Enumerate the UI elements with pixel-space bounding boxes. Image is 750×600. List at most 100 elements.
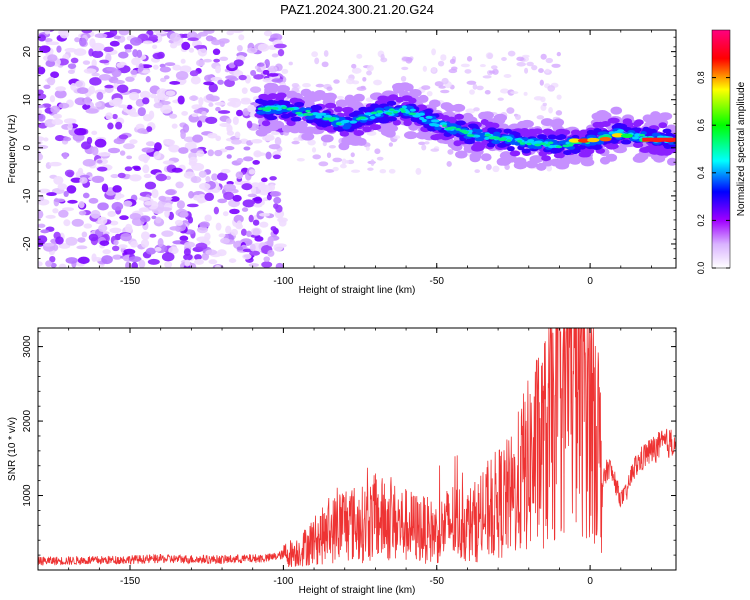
spectrogram-noise-blob — [263, 30, 273, 37]
spectrogram-noise-blob — [74, 97, 87, 106]
spectrogram-noise-blob — [250, 139, 263, 144]
spectrogram-ridge-blob — [280, 113, 291, 119]
spectrogram-noise-blob — [165, 189, 176, 196]
spectrogram-noise-blob — [187, 216, 194, 224]
spectrogram-ridge-blob — [301, 132, 315, 141]
spectrogram-faint-blob — [500, 88, 510, 94]
spectrogram-ridge-blob — [655, 149, 668, 156]
spectrogram-faint-blob — [506, 107, 515, 114]
spectrogram-noise-blob — [175, 181, 184, 189]
spectrogram-ridge-blob — [592, 121, 602, 128]
spectrogram-noise-blob — [153, 96, 161, 104]
spectrogram-ridge-blob — [369, 124, 382, 131]
spectrogram-ridge-blob — [370, 111, 378, 115]
spectrogram-noise-blob — [160, 77, 167, 83]
spectrogram-noise-blob — [56, 45, 62, 53]
spectrogram-noise-blob — [52, 208, 59, 214]
spectrogram-faint-blob — [466, 80, 477, 85]
spectrogram-faint-blob — [318, 161, 329, 167]
spectrogram-noise-blob — [195, 242, 208, 250]
spectrogram-faint-blob — [469, 89, 475, 95]
spectrogram-noise-blob — [96, 166, 108, 172]
spectrogram-noise-blob — [38, 66, 46, 75]
spectrogram-ridge-blob — [507, 146, 515, 152]
spectrogram-faint-blob — [516, 62, 526, 67]
spectrogram-noise-blob — [198, 182, 211, 190]
spectrogram-faint-blob — [376, 156, 384, 161]
spectrogram-noise-blob — [259, 221, 269, 228]
spectrogram-noise-blob — [57, 183, 68, 191]
spectrogram-noise-blob — [235, 171, 244, 180]
spectrogram-noise-blob — [58, 209, 69, 218]
spectrogram-noise-blob — [96, 91, 104, 101]
spectrogram-ridge-blob — [263, 82, 278, 91]
spectrogram-noise-blob — [47, 41, 60, 46]
spectrogram-noise-blob — [236, 246, 244, 251]
spectrogram-noise-blob — [148, 34, 158, 40]
spectrogram-noise-blob — [161, 30, 173, 32]
spectrogram-noise-blob — [138, 259, 146, 268]
spectrogram-faint-blob — [440, 54, 447, 61]
spectrogram-noise-blob — [145, 141, 156, 147]
chart-title: PAZ1.2024.300.21.20.G24 — [280, 2, 434, 17]
spectrogram-noise-blob — [130, 37, 142, 46]
spectrogram-ridge-blob — [353, 122, 363, 128]
spectrogram-noise-blob — [147, 258, 160, 265]
spectrogram-faint-blob — [545, 57, 554, 64]
spectrogram-ridge-blob — [607, 117, 620, 124]
spectrogram-noise-blob — [48, 161, 62, 167]
spectrogram-noise-blob — [169, 113, 178, 119]
spectrogram-noise-blob — [248, 263, 259, 268]
spectrogram-x-tick-label: -150 — [120, 276, 140, 287]
spectrogram-noise-blob — [142, 164, 150, 174]
spectrogram-noise-blob — [180, 58, 186, 64]
spectrogram-ridge-blob — [474, 137, 485, 142]
spectrogram-ridge-blob — [517, 139, 523, 143]
spectrogram-noise-blob — [223, 191, 235, 201]
spectrogram-noise-blob — [101, 183, 109, 193]
spectrogram-noise-blob — [74, 37, 81, 43]
spectrogram-noise-blob — [160, 104, 173, 114]
spectrogram-faint-blob — [421, 85, 431, 91]
spectrogram-ridge-blob — [353, 129, 365, 136]
spectrogram-ridge-blob — [622, 118, 633, 125]
spectrogram-ridge-blob — [632, 154, 646, 163]
spectrogram-faint-blob — [326, 86, 333, 91]
spectrogram-faint-blob — [526, 61, 534, 67]
spectrogram-y-tick-label: 10 — [22, 94, 33, 106]
spectrogram-noise-blob — [64, 47, 77, 53]
spectrogram-ridge-blob — [555, 145, 563, 149]
spectrogram-noise-blob — [214, 101, 226, 106]
spectrogram-ridge-blob — [480, 119, 489, 126]
snr-y-tick-label: 1000 — [22, 484, 33, 507]
spectrogram-noise-blob — [208, 102, 214, 107]
spectrogram-noise-blob — [194, 254, 202, 261]
spectrogram-noise-blob — [268, 183, 276, 192]
spectrogram-noise-blob — [267, 249, 275, 257]
spectrogram-noise-blob — [203, 58, 212, 63]
spectrogram-noise-blob — [171, 123, 178, 129]
spectrogram-ridge-blob — [486, 142, 496, 148]
spectrogram-faint-blob — [523, 91, 528, 96]
spectrogram-noise-blob — [77, 237, 86, 243]
spectrogram-noise-blob — [225, 118, 232, 124]
spectrogram-ridge-blob — [582, 151, 592, 158]
spectrogram-ridge-blob — [452, 103, 466, 112]
spectrogram-ridge-blob — [631, 136, 640, 140]
spectrogram-ridge-blob — [429, 99, 441, 108]
spectrogram-noise-blob — [217, 79, 224, 85]
spectrogram-faint-blob — [474, 169, 480, 174]
spectrogram-noise-blob — [183, 171, 196, 179]
spectrogram-noise-blob — [230, 30, 244, 34]
spectrogram-noise-blob — [129, 174, 142, 182]
spectrogram-noise-blob — [67, 122, 73, 131]
spectrogram-faint-blob — [422, 65, 428, 72]
spectrogram-ridge-blob — [403, 83, 414, 92]
spectrogram-noise-blob — [165, 90, 176, 97]
spectrogram-ridge-blob — [403, 131, 418, 140]
spectrogram-noise-blob — [119, 150, 126, 156]
spectrogram-noise-blob — [83, 68, 97, 74]
spectrogram-noise-blob — [170, 196, 180, 202]
spectrogram-faint-blob — [312, 154, 321, 160]
spectrogram-ridge-blob — [271, 107, 279, 110]
